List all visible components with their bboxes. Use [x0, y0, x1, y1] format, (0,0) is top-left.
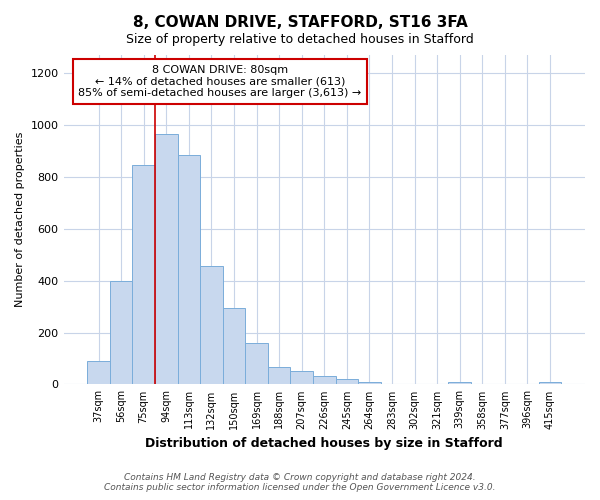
Bar [223, 308, 245, 384]
Bar [155, 134, 178, 384]
Bar [87, 361, 110, 384]
Text: 8, COWAN DRIVE, STAFFORD, ST16 3FA: 8, COWAN DRIVE, STAFFORD, ST16 3FA [133, 15, 467, 30]
Bar [313, 376, 335, 384]
Bar [245, 344, 268, 384]
Bar [539, 382, 561, 384]
Bar [268, 367, 290, 384]
Text: Size of property relative to detached houses in Stafford: Size of property relative to detached ho… [126, 32, 474, 46]
Bar [178, 155, 200, 384]
X-axis label: Distribution of detached houses by size in Stafford: Distribution of detached houses by size … [145, 437, 503, 450]
Bar [448, 382, 471, 384]
Bar [133, 165, 155, 384]
Bar [290, 372, 313, 384]
Bar [335, 379, 358, 384]
Bar [358, 382, 381, 384]
Y-axis label: Number of detached properties: Number of detached properties [15, 132, 25, 308]
Text: 8 COWAN DRIVE: 80sqm
← 14% of detached houses are smaller (613)
85% of semi-deta: 8 COWAN DRIVE: 80sqm ← 14% of detached h… [79, 65, 362, 98]
Text: Contains HM Land Registry data © Crown copyright and database right 2024.
Contai: Contains HM Land Registry data © Crown c… [104, 473, 496, 492]
Bar [110, 280, 133, 384]
Bar [200, 266, 223, 384]
